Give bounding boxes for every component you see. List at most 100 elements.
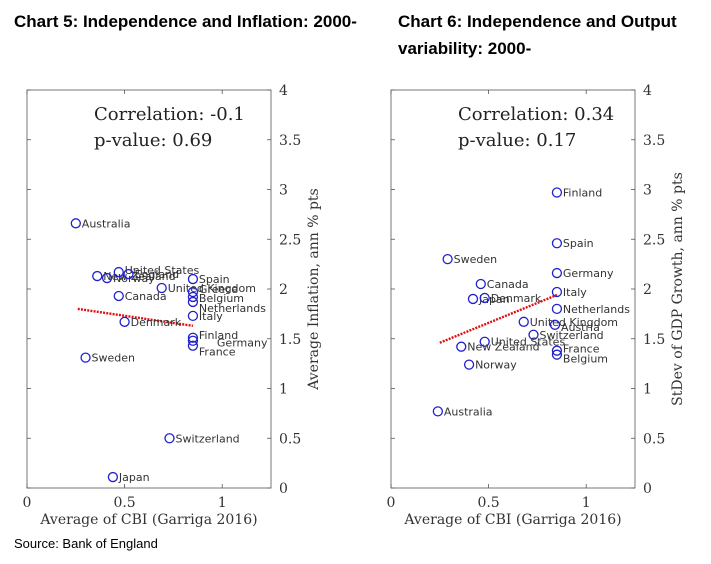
point-label: Netherlands [563, 303, 630, 316]
x-tick-label: 1 [218, 495, 227, 511]
point-label: France [563, 343, 600, 356]
x-axis-label: Average of CBI (Garriga 2016) [39, 512, 257, 528]
y-tick-label: 0.5 [643, 431, 665, 447]
y-tick-label: 1.5 [643, 332, 665, 348]
data-point [156, 282, 167, 294]
y-tick-label: 4 [643, 83, 652, 99]
data-point [113, 266, 124, 278]
data-point [187, 273, 199, 285]
data-point [549, 319, 561, 330]
chart-5-plot: 0 0.5 1 0 0.5 1 1.5 2 2.5 3 3.5 4 Average of CBI (Ga… [23, 83, 322, 528]
point-label: Sweden [92, 352, 135, 365]
data-point [518, 316, 529, 327]
data-point [551, 303, 563, 315]
data-point [432, 406, 443, 417]
point-label: Switzerland [539, 329, 603, 342]
point-label: Norway [475, 359, 517, 372]
data-point [479, 336, 490, 347]
y-tick-label: 3 [643, 183, 652, 199]
data-point [187, 335, 199, 346]
point-label: Sweden [454, 253, 497, 266]
correlation-annotation: Correlation: -0.1 [94, 104, 245, 125]
chart-6-title: Chart 6: Independence and Output variabi… [398, 12, 677, 58]
data-point [187, 340, 199, 351]
y-tick-label: 4 [279, 83, 288, 99]
x-axis-label: Average of CBI (Garriga 2016) [403, 512, 621, 528]
x-tick-label: 0 [387, 495, 396, 511]
data-point [442, 253, 453, 265]
p-value-annotation: p-value: 0.69 [94, 130, 212, 151]
data-point [551, 238, 563, 249]
point-label: Japan [118, 471, 150, 484]
data-point [92, 270, 103, 282]
point-label: Finland [563, 186, 602, 199]
data-point [528, 329, 539, 340]
y-tick-label: 1 [643, 382, 652, 398]
x-tick-label: 0 [23, 495, 32, 511]
point-label: Australia [82, 217, 131, 230]
data-point [551, 349, 563, 360]
chart-6-plot: 0 0.5 1 0 0.5 1 1.5 2 2.5 3 3.5 4 Average of CBI (Ga… [387, 83, 686, 528]
point-label: Italy [563, 286, 587, 299]
point-label: United Kingdom [530, 316, 618, 329]
point-label: England [135, 268, 180, 281]
y-tick-label: 2.5 [279, 232, 301, 248]
y-tick-label: 1.5 [279, 332, 301, 348]
point-label: Spain [199, 273, 230, 286]
y-tick-label: 2.5 [643, 232, 665, 248]
point-label: Netherlands [199, 302, 266, 315]
data-point [456, 341, 467, 352]
data-point [551, 267, 563, 279]
data-point [119, 316, 130, 327]
y-axis-label: StDev of GDP Growth, ann % pts [670, 172, 686, 406]
trend-line [439, 293, 558, 344]
data-point [123, 268, 134, 280]
point-label: New Zealand [467, 341, 539, 354]
y-tick-label: 3.5 [643, 133, 665, 149]
data-point [187, 332, 199, 343]
x-tick-label: 0.5 [113, 495, 135, 511]
point-label: Austria [561, 321, 600, 334]
y-tick-label: 3.5 [279, 133, 301, 149]
y-axis-label: Average Inflation, ann % pts [306, 188, 322, 391]
x-tick-label: 1 [582, 495, 591, 511]
point-label: Italy [199, 310, 223, 323]
source-note: Source: Bank of England [14, 536, 158, 551]
point-label: France [199, 346, 236, 359]
point-label: United States [491, 336, 566, 349]
point-label: New Zealand [103, 270, 175, 283]
point-label: Germany [217, 337, 268, 350]
point-label: United States [125, 264, 200, 277]
y-tick-label: 3 [279, 183, 288, 199]
data-point [70, 218, 81, 229]
point-label: Belgium [563, 353, 608, 366]
data-point [164, 433, 175, 444]
x-tick-label: 0.5 [477, 495, 499, 511]
data-point [107, 471, 119, 483]
y-tick-label: 2 [279, 282, 288, 298]
point-label: Australia [444, 405, 493, 418]
y-tick-label: 0 [643, 481, 652, 497]
data-point [113, 290, 124, 302]
point-label: Switzerland [175, 432, 239, 445]
correlation-annotation: Correlation: 0.34 [458, 104, 614, 125]
data-point [551, 286, 563, 298]
trend-line [77, 307, 194, 328]
point-label: Finland [199, 329, 238, 342]
data-point [187, 296, 199, 308]
point-label: Belgium [199, 292, 244, 305]
y-tick-label: 0.5 [279, 431, 301, 447]
data-point [479, 292, 490, 304]
data-point [463, 359, 475, 370]
data-point [187, 310, 199, 322]
data-point [551, 345, 563, 356]
point-label: Greece [199, 283, 238, 296]
data-point [475, 278, 486, 290]
p-value-annotation: p-value: 0.17 [458, 130, 576, 151]
point-label: Canada [487, 278, 529, 291]
point-label: Denmark [491, 292, 542, 305]
point-label: Spain [563, 237, 594, 250]
point-label: Germany [563, 267, 614, 280]
point-label: Canada [125, 290, 167, 303]
